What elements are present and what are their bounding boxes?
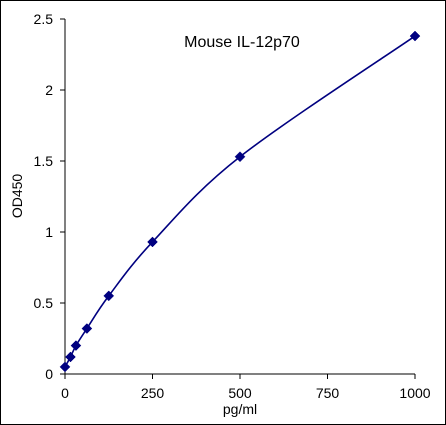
data-point-diamond — [70, 340, 82, 351]
y-tick-label: 0 — [45, 366, 53, 382]
x-tick-label: 1000 — [399, 385, 430, 401]
chart-title: Mouse IL-12p70 — [184, 34, 300, 51]
x-tick-label: 750 — [316, 385, 340, 401]
x-tick-label: 500 — [228, 385, 252, 401]
y-tick-label: 0.5 — [34, 295, 54, 311]
data-point-diamond — [103, 290, 115, 302]
data-point-diamond — [409, 30, 421, 42]
data-point-diamond — [81, 323, 93, 334]
data-point-diamond — [147, 236, 158, 248]
y-axis-title: OD450 — [9, 174, 25, 219]
x-tick-label: 250 — [141, 385, 165, 401]
fit-curve — [64, 35, 416, 368]
x-tick-label: 0 — [61, 385, 69, 401]
x-axis-title: pg/ml — [223, 401, 257, 417]
data-points — [59, 30, 421, 373]
data-point-diamond — [59, 361, 71, 373]
fit-curve-group — [64, 35, 416, 368]
data-point-diamond — [65, 351, 76, 363]
y-tick-label: 2.5 — [34, 11, 54, 27]
axes: 0 0.5 1 1.5 2 2.5 0 250 500 750 1000 — [34, 11, 431, 401]
y-tick-label: 1 — [45, 224, 53, 240]
data-point-diamond — [234, 151, 246, 163]
y-tick-label: 1.5 — [34, 153, 54, 169]
y-tick-label: 2 — [45, 82, 53, 98]
